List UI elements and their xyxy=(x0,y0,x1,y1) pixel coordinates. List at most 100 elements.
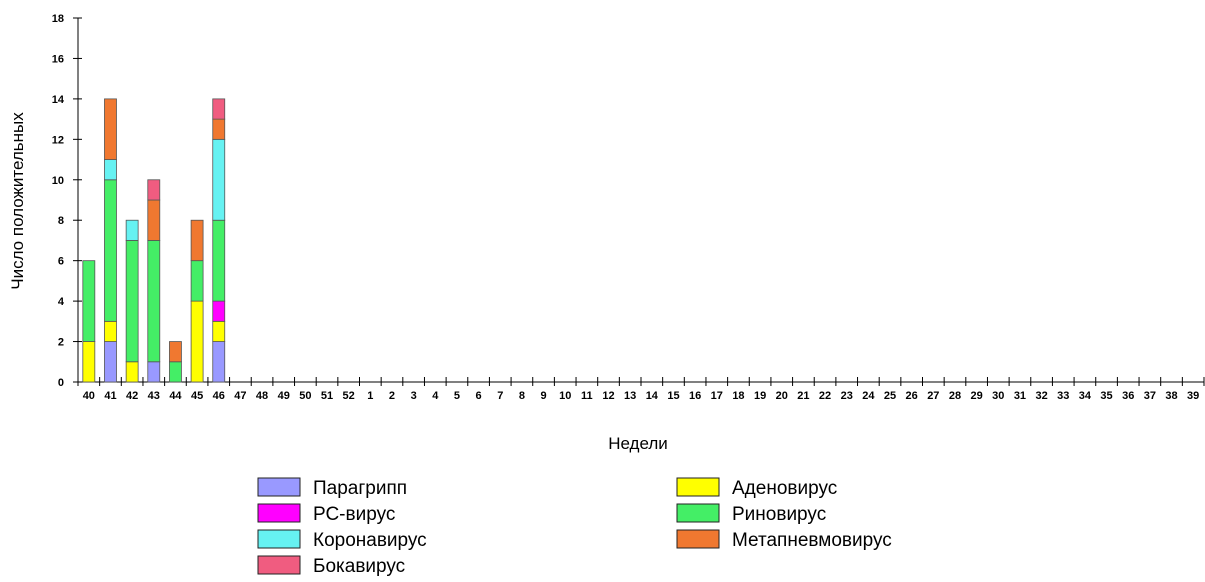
x-tick-label: 25 xyxy=(884,390,896,402)
x-tick-label: 24 xyxy=(862,390,875,402)
x-tick-label: 30 xyxy=(992,390,1004,402)
x-tick-label: 44 xyxy=(169,390,182,402)
y-tick-label: 12 xyxy=(52,134,64,146)
x-tick-label: 6 xyxy=(476,390,482,402)
bar-segment xyxy=(147,240,161,363)
y-tick-label: 14 xyxy=(52,94,65,106)
x-tick-label: 7 xyxy=(497,390,503,402)
bar-segment xyxy=(212,118,226,140)
y-tick-label: 6 xyxy=(58,256,64,268)
bar-segment xyxy=(147,199,161,241)
y-tick-label: 2 xyxy=(58,337,64,349)
x-tick-label: 9 xyxy=(540,390,546,402)
bar-segment xyxy=(125,219,139,241)
x-tick-label: 31 xyxy=(1014,390,1026,402)
bar-segment xyxy=(212,341,226,383)
x-tick-label: 33 xyxy=(1057,390,1069,402)
bar-segment xyxy=(104,179,117,322)
x-tick-label: 27 xyxy=(927,390,939,402)
y-axis-title: Число положительных xyxy=(8,112,27,290)
x-axis-title: Недели xyxy=(608,434,668,453)
x-tick-label: 14 xyxy=(646,390,659,402)
x-tick-label: 36 xyxy=(1122,390,1134,402)
bar-segment xyxy=(190,219,204,262)
bar-segment xyxy=(125,240,139,363)
legend-swatch xyxy=(676,477,720,497)
x-tick-label: 43 xyxy=(148,390,160,402)
bar-segment xyxy=(212,320,226,342)
x-tick-label: 11 xyxy=(581,390,593,402)
legend-label: Аденовирус xyxy=(732,478,837,499)
y-tick-label: 4 xyxy=(58,296,65,308)
legend-swatch xyxy=(257,503,301,523)
x-tick-label: 20 xyxy=(776,390,788,402)
y-axis: 0 2 4 6 8 10 12 14 16 18 xyxy=(52,13,82,389)
x-tick-label: 22 xyxy=(819,390,831,402)
legend-swatch xyxy=(676,503,720,523)
bar-segment xyxy=(125,361,139,383)
x-tick-label: 2 xyxy=(389,390,395,402)
x-tick-label: 42 xyxy=(126,390,138,402)
legend: Парагрипп Аденовирус РС-вирус Риновирус Коро… xyxy=(257,477,892,577)
bar-segment xyxy=(82,341,96,383)
x-tick-label: 19 xyxy=(754,390,766,402)
x-tick-label: 46 xyxy=(213,390,225,402)
x-tick-label: 4 xyxy=(432,390,439,402)
x-tick-label: 23 xyxy=(841,390,853,402)
bar-segment xyxy=(82,260,96,342)
x-tick-label: 32 xyxy=(1035,390,1047,402)
x-tick-label: 39 xyxy=(1187,390,1199,402)
x-tick-label: 38 xyxy=(1165,390,1177,402)
legend-label: Риновирус xyxy=(732,504,826,525)
legend-label: Метапневмовирус xyxy=(732,530,892,551)
bar-segment xyxy=(104,341,117,383)
legend-label: РС-вирус xyxy=(313,504,395,525)
bars xyxy=(82,98,226,383)
x-tick-label: 47 xyxy=(234,390,246,402)
legend-swatch xyxy=(676,529,720,549)
x-tick-label: 15 xyxy=(667,390,679,402)
x-tick-label: 3 xyxy=(411,390,417,402)
x-tick-label: 34 xyxy=(1079,390,1092,402)
y-tick-label: 18 xyxy=(52,13,64,25)
legend-swatch xyxy=(257,529,301,549)
x-axis: 40 41 42 43 44 45 46 47 48 49 50 51 52 1 2 3 4 5 6 7 8 9 10 11 1… xyxy=(77,377,1205,402)
x-tick-label: 16 xyxy=(689,390,701,402)
legend-swatch xyxy=(257,477,301,497)
x-tick-label: 45 xyxy=(191,390,203,402)
y-tick-label: 0 xyxy=(58,377,64,389)
bar-segment xyxy=(190,300,204,383)
bar-segment xyxy=(212,138,226,221)
legend-label: Парагрипп xyxy=(313,478,407,499)
bar-segment xyxy=(212,98,226,120)
bar-segment xyxy=(169,361,182,383)
x-tick-label: 5 xyxy=(454,390,460,402)
x-tick-label: 35 xyxy=(1100,390,1112,402)
x-tick-label: 21 xyxy=(797,390,809,402)
bar-segment xyxy=(147,361,161,383)
x-tick-label: 28 xyxy=(949,390,961,402)
x-tick-label: 13 xyxy=(624,390,636,402)
legend-label: Коронавирус xyxy=(313,530,427,551)
x-tick-label: 52 xyxy=(343,390,355,402)
x-tick-label: 51 xyxy=(321,390,333,402)
y-tick-label: 16 xyxy=(52,53,64,65)
y-tick-label: 8 xyxy=(58,215,64,227)
bar-segment xyxy=(212,300,226,322)
x-tick-label: 12 xyxy=(602,390,614,402)
legend-swatch xyxy=(257,555,301,575)
bar-segment xyxy=(104,159,117,181)
x-tick-label: 26 xyxy=(906,390,918,402)
x-tick-label: 29 xyxy=(971,390,983,402)
bar-segment xyxy=(104,320,117,342)
x-tick-label: 1 xyxy=(367,390,373,402)
x-tick-label: 40 xyxy=(83,390,95,402)
bar-segment xyxy=(190,260,204,302)
x-tick-label: 17 xyxy=(711,390,723,402)
x-tick-label: 37 xyxy=(1144,390,1156,402)
x-tick-label: 49 xyxy=(278,390,290,402)
x-tick-label: 48 xyxy=(256,390,268,402)
x-tick-label: 8 xyxy=(519,390,525,402)
bar-segment xyxy=(169,341,182,363)
